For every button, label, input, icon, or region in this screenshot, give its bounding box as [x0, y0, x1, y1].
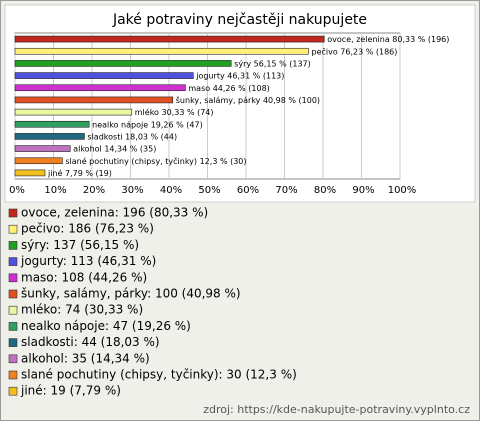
bar-label: sýry 56,15 % (137): [234, 59, 311, 68]
bar-category: slané pochutiny (chipsy, tyčinky): [65, 155, 197, 165]
x-tick-label: 40%: [160, 185, 182, 196]
legend-swatch: [8, 224, 18, 234]
bar: [14, 157, 63, 165]
bar-category: jiné: [47, 167, 63, 177]
bar: [14, 108, 133, 116]
bar-value-label: 30,33 % (74): [162, 108, 214, 117]
bar-label: jogurty 46,31 % (113): [195, 71, 284, 80]
legend-entry: alkohol: 35 (14,34 %): [21, 351, 150, 365]
bar: [14, 145, 71, 152]
bar-label: ovoce, zelenina 80,33 % (196): [327, 35, 449, 44]
x-tick-label: 50%: [198, 185, 220, 196]
legend-swatch: [8, 354, 18, 364]
legend-swatch: [8, 208, 18, 218]
bar: [14, 60, 232, 67]
bar-label: pečivo 76,23 % (186): [311, 46, 397, 56]
legend-entry: pečivo: 186 (76,23 %): [21, 222, 154, 236]
bar: [14, 120, 90, 128]
bar-value-label: 14,34 % (35): [104, 144, 156, 153]
bar-label: jiné 7,79 % (19): [47, 167, 112, 177]
chart-title: Jaké potraviny nejčastěji nakupujete: [112, 12, 367, 28]
bar-value-label: 44,26 % (108): [213, 83, 270, 92]
legend-swatch: [8, 338, 18, 347]
bar-label: mléko 30,33 % (74): [135, 107, 214, 117]
legend-swatch: [8, 289, 18, 299]
bar-label: nealko nápoje 19,26 % (47): [92, 120, 203, 129]
legend-entry: mléko: 74 (30,33 %): [21, 303, 143, 317]
bar-value-label: 7,79 % (19): [65, 168, 112, 177]
legend-swatch: [8, 241, 18, 250]
x-tick-label: 10%: [44, 185, 66, 196]
bar-value-label: 12,3 % (30): [200, 156, 247, 165]
bar-category: ovoce, zelenina: [327, 35, 390, 44]
legend-entry: sýry: 137 (56,15 %): [21, 238, 139, 252]
bar: [14, 35, 325, 43]
bar-category: alkohol: [73, 144, 102, 153]
bar-value-label: 46,31 % (113): [227, 71, 284, 80]
bar: [14, 84, 186, 92]
x-tick-label: 30%: [121, 185, 143, 196]
legend-swatch: [8, 386, 18, 396]
bar-category: nealko nápoje: [92, 120, 148, 129]
bar-category: pečivo: [311, 46, 337, 56]
legend-entry: jogurty: 113 (46,31 %): [20, 254, 156, 268]
x-tick-label: 80%: [314, 185, 336, 196]
bar-label: alkohol 14,34 % (35): [73, 144, 156, 153]
bar-category: šunky, salámy, párky: [176, 94, 261, 104]
legend-swatch: [8, 305, 18, 315]
x-tick-label: 100%: [388, 185, 417, 196]
legend-swatch: [8, 370, 18, 380]
bar-label: maso 44,26 % (108): [188, 83, 269, 92]
bar: [14, 133, 85, 140]
bar-value-label: 19,26 % (47): [151, 120, 203, 129]
legend-entry: šunky, salámy, párky: 100 (40,98 %): [21, 287, 241, 301]
bar-label: sladkosti 18,03 % (44): [87, 132, 177, 141]
bar-value-label: 76,23 % (186): [340, 47, 397, 56]
bar-value-label: 18,03 % (44): [125, 132, 177, 141]
legend-entry: maso: 108 (44,26 %): [21, 270, 147, 284]
x-tick-label: 70%: [275, 185, 297, 196]
bar-category: mléko: [135, 107, 159, 117]
legend-entry: nealko nápoje: 47 (19,26 %): [21, 319, 191, 333]
legend-entry: ovoce, zelenina: 196 (80,33 %): [21, 206, 208, 220]
bar: [14, 96, 174, 104]
legend-entry: slané pochutiny (chipsy, tyčinky): 30 (1…: [21, 368, 297, 382]
x-tick-label: 20%: [83, 185, 105, 196]
bar-value-label: 80,33 % (196): [392, 35, 449, 44]
legend-swatch: [8, 257, 18, 266]
x-tick-label: 90%: [352, 185, 374, 196]
bar-category: sýry: [234, 59, 251, 68]
bar-value-label: 40,98 % (100): [263, 95, 320, 104]
bar-value-label: 56,15 % (137): [254, 59, 311, 68]
bar-category: maso: [188, 83, 210, 92]
bar: [14, 47, 309, 55]
bar-category: sladkosti: [87, 132, 122, 141]
legend-entry: sladkosti: 44 (18,03 %): [21, 335, 160, 349]
bar-category: jogurty: [195, 71, 225, 80]
bar: [14, 169, 46, 177]
x-tick-label: 0%: [9, 185, 25, 196]
x-tick-label: 60%: [237, 185, 259, 196]
legend-entry: jiné: 19 (7,79 %): [20, 384, 121, 398]
source: zdroj: https://kde-nakupujte-potraviny.v…: [203, 403, 470, 416]
legend-swatch: [8, 322, 18, 331]
bar-label: šunky, salámy, párky 40,98 % (100): [176, 94, 320, 104]
bar: [14, 72, 194, 79]
legend-swatch: [8, 273, 18, 283]
bar-label: slané pochutiny (chipsy, tyčinky) 12,3 %…: [65, 155, 246, 165]
